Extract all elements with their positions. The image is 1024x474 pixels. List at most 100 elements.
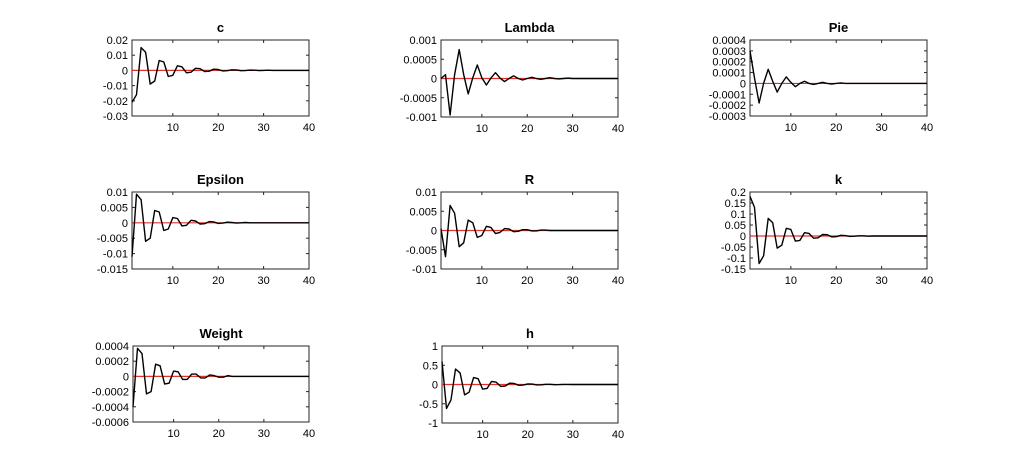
x-tick-label: 30 (257, 122, 269, 134)
y-tick-label: -0.015 (97, 264, 128, 276)
x-tick-label: 10 (476, 123, 488, 135)
y-tick-label: 0 (431, 74, 437, 86)
subplot-r: R -0.01 -0.005 0 0.005 0.01 10 20 30 40 (406, 172, 624, 287)
y-tick-label: -0.01 (412, 264, 437, 276)
x-tick-label: 10 (167, 122, 179, 134)
subplot-pie: Pie-0.0003-0.0002-0.000100.00010.00020.0… (709, 20, 933, 134)
y-tick-label: -0.005 (97, 233, 128, 245)
y-tick-label: -0.0003 (709, 111, 746, 123)
subplot-h: h -1 -0.5 0 0.5 1 10 20 30 40 (419, 326, 624, 441)
y-tick-label: 0.15 (725, 198, 746, 210)
x-tick-label: 30 (257, 275, 269, 287)
x-tick-label: 40 (612, 429, 624, 441)
subplot-title: h (526, 326, 534, 341)
subplot-title: c (217, 20, 224, 35)
y-tick-label: -0.02 (103, 96, 128, 108)
y-tick-label: 0.02 (107, 35, 128, 47)
x-tick-label: 30 (566, 275, 578, 287)
x-tick-label: 20 (830, 275, 842, 287)
y-tick-label: 0.001 (409, 35, 437, 47)
y-tick-label: 0 (432, 380, 438, 392)
x-tick-label: 40 (921, 122, 933, 134)
y-tick-label: -0.15 (721, 264, 746, 276)
x-tick-label: 40 (303, 428, 315, 440)
subplot-title: Pie (829, 20, 849, 35)
x-tick-label: 10 (476, 429, 488, 441)
y-tick-label: 0.0002 (95, 356, 129, 368)
y-tick-label: 0.0004 (95, 341, 129, 353)
impulse-response-line (440, 204, 618, 258)
y-tick-label: -0.0002 (709, 100, 746, 112)
y-tick-label: 0.01 (107, 50, 128, 62)
x-tick-label: 20 (521, 275, 533, 287)
y-tick-label: -0.01 (103, 81, 128, 93)
y-tick-label: 1 (432, 341, 438, 353)
y-tick-label: -0.0006 (92, 417, 129, 429)
y-tick-label: -0.5 (419, 399, 438, 411)
y-tick-label: -0.05 (721, 242, 746, 254)
y-tick-label: -0.03 (103, 111, 128, 123)
axes-box (132, 345, 310, 423)
y-tick-label: -1 (428, 418, 438, 430)
y-tick-label: -0.0005 (400, 93, 437, 105)
impulse-response-line (132, 347, 309, 407)
y-tick-label: -0.0002 (92, 387, 129, 399)
y-tick-label: 0.0005 (403, 54, 437, 66)
x-tick-label: 30 (258, 428, 270, 440)
y-tick-label: 0.0004 (712, 35, 746, 47)
x-tick-label: 20 (522, 429, 534, 441)
x-tick-label: 10 (476, 275, 488, 287)
y-tick-label: 0 (122, 218, 128, 230)
y-tick-label: 0.01 (107, 187, 128, 199)
y-tick-label: 0.005 (409, 206, 437, 218)
x-tick-label: 10 (785, 275, 797, 287)
x-tick-label: 20 (213, 428, 225, 440)
subplot-title: Weight (199, 326, 243, 341)
axes-box (131, 191, 310, 270)
subplot-lambda: Lambda -0.001 -0.0005 0 0.0005 0.001 10 20 30 40 (400, 20, 624, 135)
y-tick-label: 0.05 (725, 220, 746, 232)
x-tick-label: 30 (566, 123, 578, 135)
x-tick-label: 10 (167, 275, 179, 287)
y-tick-label: 0 (431, 226, 437, 238)
y-tick-label: 0.0001 (712, 68, 746, 80)
impulse-response-line (441, 361, 618, 410)
x-tick-label: 20 (521, 123, 533, 135)
y-tick-label: 0.5 (423, 360, 438, 372)
y-tick-label: 0.2 (731, 187, 746, 199)
x-tick-label: 10 (785, 122, 797, 134)
x-tick-label: 40 (921, 275, 933, 287)
x-tick-label: 20 (212, 122, 224, 134)
y-tick-label: -0.0004 (92, 402, 129, 414)
y-tick-label: -0.01 (103, 249, 128, 261)
y-tick-label: -0.0001 (709, 89, 746, 101)
y-tick-label: 0.01 (416, 187, 437, 199)
subplot-title: R (525, 172, 535, 187)
y-tick-label: 0.005 (100, 202, 128, 214)
subplot-c: c -0.03 -0.02 -0.01 0 0.01 0.02 10 20 30 40 (103, 20, 315, 134)
x-tick-label: 40 (612, 123, 624, 135)
x-tick-label: 40 (303, 122, 315, 134)
subplot-title: k (835, 172, 843, 187)
x-tick-label: 40 (303, 275, 315, 287)
y-tick-label: -0.1 (727, 253, 746, 265)
y-tick-label: 0 (740, 231, 746, 243)
x-tick-label: 30 (875, 122, 887, 134)
impulse-response-line (749, 196, 927, 265)
y-tick-label: -0.005 (406, 245, 437, 257)
y-tick-label: 0.0002 (712, 57, 746, 69)
axes-box (749, 191, 928, 270)
subplot-weight: Weight -0.0006 -0.0004 -0.0002 0 0.0002 0.0004… (92, 326, 315, 440)
impulse-response-line (131, 46, 309, 103)
subplot-title: Epsilon (197, 172, 244, 187)
axes-box (131, 39, 310, 117)
x-tick-label: 30 (875, 275, 887, 287)
y-tick-label: 0 (123, 371, 129, 383)
x-tick-label: 40 (612, 275, 624, 287)
y-tick-label: -0.001 (406, 112, 437, 124)
x-tick-label: 20 (212, 275, 224, 287)
y-tick-label: 0 (122, 65, 128, 77)
subplot-title: Lambda (505, 20, 556, 35)
